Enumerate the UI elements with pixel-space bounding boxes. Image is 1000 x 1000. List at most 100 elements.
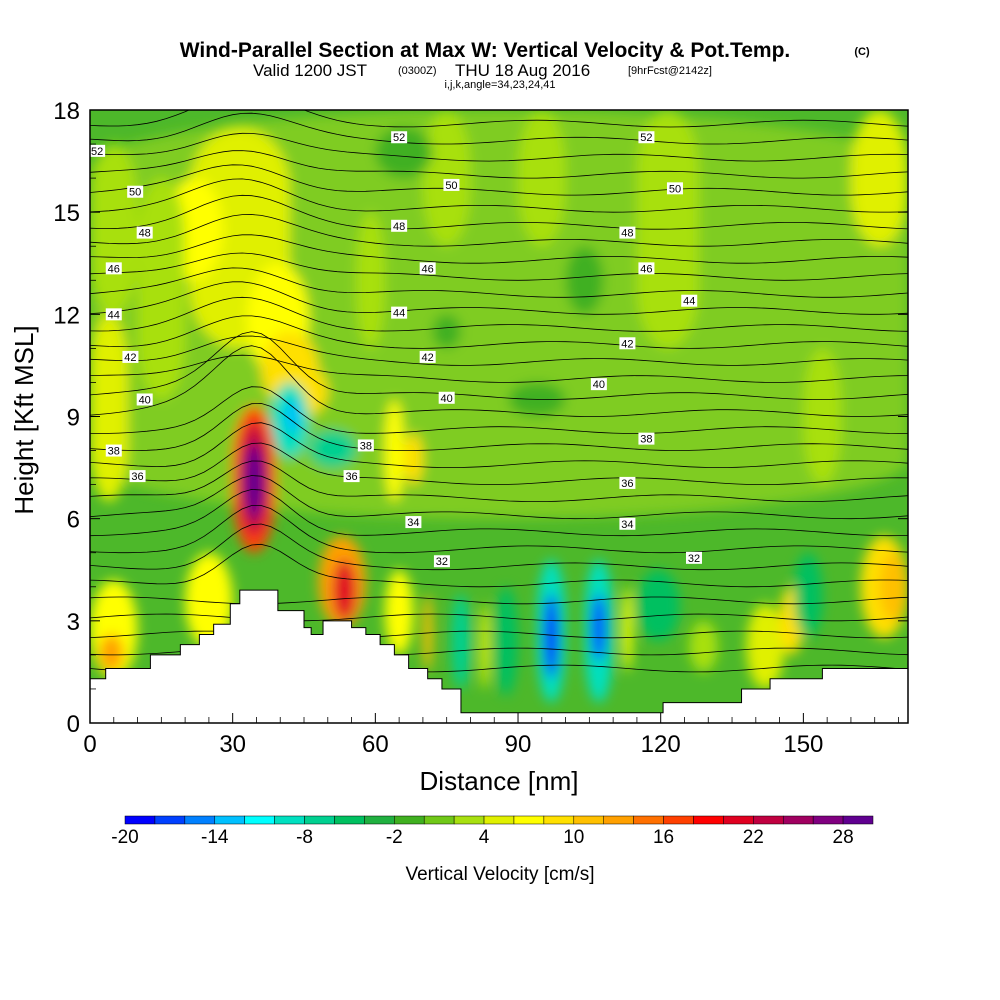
y-tick-label: 0 [67, 711, 80, 738]
theta-label-text: 36 [621, 478, 633, 490]
theta-label-text: 40 [593, 379, 605, 391]
theta-label-text: 44 [108, 309, 120, 321]
velocity-cell [689, 620, 718, 672]
copyright-mark: (C) [854, 46, 870, 58]
colorbar-swatch [513, 815, 545, 825]
velocity-cell [356, 212, 385, 349]
valid-utc: (0300Z) [398, 65, 437, 77]
x-tick-label: 90 [505, 731, 532, 758]
colorbar-tick-label: 28 [833, 827, 854, 848]
theta-contour [90, 345, 908, 417]
theta-label-bg [638, 262, 655, 275]
theta-label: 48 [619, 226, 636, 240]
theta-label: 38 [638, 432, 655, 446]
theta-contour [90, 267, 908, 298]
colorbar: -20 -14 -8 -2 4 10 16 22 28 [111, 815, 874, 848]
colorbar-tick-label: 4 [479, 827, 490, 848]
theta-label-bg [419, 350, 436, 363]
theta-label-bg [357, 439, 374, 452]
colorbar-swatch [483, 815, 515, 825]
theta-label: 40 [136, 393, 153, 406]
velocity-cell [494, 586, 519, 696]
velocity-cell [90, 314, 129, 502]
velocity-cell [479, 603, 490, 689]
theta-label-text: 50 [445, 180, 457, 192]
x-tick-label: 150 [783, 731, 823, 758]
theta-contour [90, 386, 908, 434]
theta-label-bg [136, 393, 153, 406]
forecast-tag: [9hrFcst@2142z] [628, 65, 712, 77]
theta-label-text: 42 [124, 352, 136, 364]
colorbar-swatch [394, 815, 425, 825]
theta-label: 46 [105, 262, 122, 275]
theta-label-text: 42 [422, 352, 434, 364]
theta-label: 46 [638, 262, 655, 275]
theta-label-text: 38 [360, 440, 372, 452]
colorbar-swatch [723, 815, 754, 825]
theta-contour [90, 214, 908, 247]
theta-label: 48 [391, 219, 408, 233]
theta-contour [90, 460, 908, 503]
theta-contour [90, 331, 908, 400]
colorbar-swatch [842, 815, 874, 825]
theta-label-bg [127, 185, 144, 198]
theta-label: 34 [619, 517, 636, 531]
colorbar-swatch [663, 815, 694, 825]
valid-date: THU 18 Aug 2016 [455, 61, 590, 80]
velocity-cell [90, 144, 138, 315]
velocity-cell [99, 634, 124, 672]
theta-label-text: 36 [345, 471, 357, 483]
velocity-cell [432, 314, 461, 349]
theta-contour [90, 112, 908, 145]
colorbar-swatch [124, 815, 156, 825]
theta-contour [90, 596, 908, 605]
colorbar-swatch [334, 815, 365, 825]
velocity-cell [622, 586, 633, 672]
theta-label: 44 [681, 294, 698, 308]
velocity-cell [746, 603, 785, 689]
velocity-cell [808, 576, 823, 628]
theta-label-bg [391, 131, 408, 144]
colorbar-swatch [693, 815, 724, 825]
theta-contour [90, 110, 908, 128]
velocity-field [90, 110, 908, 703]
theta-label-text: 46 [422, 263, 434, 275]
theta-label-bg [681, 294, 698, 307]
theta-label: 32 [685, 551, 702, 565]
theta-label: 40 [438, 391, 455, 405]
x-tick-label: 120 [641, 731, 681, 758]
theta-label-text: 32 [688, 553, 700, 565]
y-tick-label: 12 [53, 302, 80, 329]
x-axis: 0 30 60 90 120 150 [83, 713, 899, 758]
theta-label-text: 50 [129, 187, 141, 199]
theta-contour [90, 442, 908, 486]
theta-label-bg [105, 262, 122, 275]
theta-contour [90, 543, 908, 588]
colorbar-swatch [214, 815, 245, 825]
theta-label-text: 48 [621, 228, 633, 240]
theta-label-text: 42 [621, 338, 633, 350]
theta-label-bg [619, 517, 636, 530]
velocity-cell [384, 569, 414, 655]
theta-label-text: 50 [669, 183, 681, 195]
plot-area: 52 50 48 46 44 42 40 38 36 52 50 48 46 44 42 40 38 36 34 32… [90, 110, 908, 723]
colorbar-swatch [154, 815, 186, 825]
theta-label-bg [685, 551, 702, 564]
colorbar-tick-label: 10 [563, 827, 584, 848]
colorbar-swatch [782, 815, 814, 825]
velocity-cell [244, 443, 264, 519]
theta-contour [90, 505, 908, 554]
velocity-cell [308, 430, 357, 468]
colorbar-tick-label: 16 [653, 827, 674, 848]
velocity-cell [451, 593, 471, 689]
theta-contour [90, 252, 908, 281]
theta-label-text: 34 [407, 517, 419, 529]
theta-contour [90, 132, 908, 162]
velocity-cell [803, 348, 842, 485]
theta-contour [90, 613, 908, 622]
colorbar-swatch [364, 815, 395, 825]
theta-label-bg [391, 219, 408, 232]
velocity-cell [636, 569, 680, 642]
